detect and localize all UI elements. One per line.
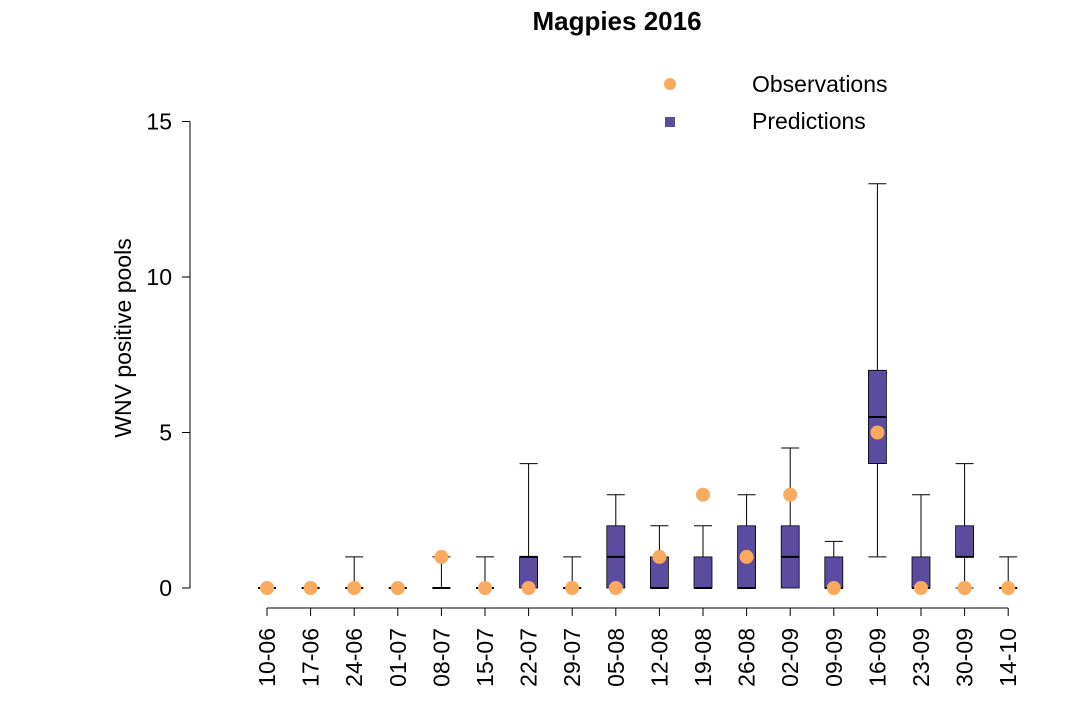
prediction-box-group bbox=[606, 494, 626, 589]
observation-point bbox=[783, 487, 798, 502]
x-tick-label: 19-08 bbox=[690, 628, 716, 687]
x-tick-label: 05-08 bbox=[603, 628, 629, 687]
x-tick-label: 02-09 bbox=[777, 628, 803, 687]
observation-point bbox=[1001, 581, 1016, 595]
legend-predictions-marker bbox=[665, 117, 675, 127]
x-tick-label: 10-06 bbox=[254, 628, 280, 687]
observation-point bbox=[565, 581, 580, 595]
legend-observations-label: Observations bbox=[752, 71, 888, 97]
observation-point bbox=[521, 581, 536, 595]
prediction-box bbox=[955, 525, 974, 558]
x-tick-label: 08-07 bbox=[428, 628, 454, 687]
observation-point bbox=[739, 549, 754, 564]
x-axis: 10-06 17-06 24-06 01-07 08-07 15-07 22-07 29-07… bbox=[254, 607, 1021, 687]
observation-point bbox=[696, 487, 710, 502]
prediction-box bbox=[693, 556, 713, 589]
x-tick-label: 14-10 bbox=[995, 628, 1021, 687]
observation-points bbox=[260, 425, 1016, 595]
x-tick-label: 30-09 bbox=[952, 628, 978, 687]
observation-point bbox=[914, 581, 928, 595]
chart-title: Magpies 2016 bbox=[532, 6, 701, 36]
observation-point bbox=[434, 549, 449, 564]
observation-point bbox=[826, 581, 841, 595]
x-tick-label: 16-09 bbox=[864, 628, 890, 687]
legend-observations-marker bbox=[664, 78, 676, 90]
x-tick-label: 22-07 bbox=[516, 628, 542, 687]
prediction-box-group bbox=[737, 494, 756, 589]
legend-predictions-label: Predictions bbox=[752, 108, 866, 134]
x-tick-label: 23-09 bbox=[908, 628, 934, 687]
observation-point bbox=[347, 581, 362, 595]
x-tick-label: 26-08 bbox=[734, 628, 760, 687]
prediction-box-group bbox=[780, 447, 800, 589]
prediction-box-group bbox=[955, 463, 974, 589]
observation-point bbox=[260, 581, 274, 595]
x-tick-label: 01-07 bbox=[385, 628, 411, 687]
observation-point bbox=[652, 549, 667, 564]
x-tick-label: 24-06 bbox=[341, 628, 367, 687]
x-tick-label: 09-09 bbox=[821, 628, 847, 687]
y-axis-label: WNV positive pools bbox=[110, 238, 136, 437]
observation-point bbox=[957, 581, 972, 595]
x-tick-label: 15-07 bbox=[472, 628, 498, 687]
prediction-box-group bbox=[911, 494, 931, 589]
x-tick-label: 12-08 bbox=[646, 628, 672, 687]
observation-point bbox=[608, 581, 623, 595]
y-tick-label: 10 bbox=[146, 264, 172, 290]
legend: Observations Predictions bbox=[664, 71, 888, 134]
prediction-box-group bbox=[519, 463, 538, 589]
prediction-box-group bbox=[693, 525, 713, 589]
prediction-box-group bbox=[868, 183, 887, 558]
observation-point bbox=[478, 581, 492, 595]
x-tick-label: 17-06 bbox=[298, 628, 324, 687]
observation-point bbox=[390, 581, 405, 595]
observation-point bbox=[303, 581, 318, 595]
x-tick-label: 29-07 bbox=[559, 628, 585, 687]
y-tick-label: 5 bbox=[159, 420, 172, 446]
y-tick-label: 0 bbox=[159, 575, 172, 601]
y-tick-label: 15 bbox=[146, 109, 172, 135]
observation-point bbox=[870, 425, 885, 440]
prediction-boxes bbox=[258, 183, 1018, 589]
y-axis: 0 5 10 15 bbox=[146, 109, 191, 601]
